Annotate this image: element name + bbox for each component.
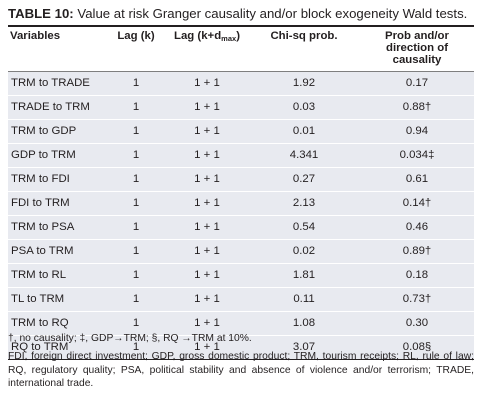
cell-lag: 1 (106, 167, 166, 192)
cell-prob: 0.94 (360, 119, 474, 144)
cell-variables: FDI to TRM (8, 191, 106, 216)
cell-lag: 1 (106, 311, 166, 336)
cell-variables: TRM to FDI (8, 167, 106, 192)
header-variables: Variables (8, 27, 106, 72)
header-chisq: Chi-sq prob. (248, 27, 360, 72)
cell-lag: 1 (106, 239, 166, 264)
table-row: TRM to RL 1 1 + 1 1.81 0.18 (8, 263, 474, 288)
cell-lag-dmax: 1 + 1 (166, 311, 248, 336)
table-row: TL to TRM 1 1 + 1 0.11 0.73† (8, 287, 474, 312)
cell-variables: TRM to RL (8, 263, 106, 288)
cell-chisq: 1.81 (248, 263, 360, 288)
cell-chisq: 0.01 (248, 119, 360, 144)
cell-chisq: 0.02 (248, 239, 360, 264)
table-row: TRM to GDP 1 1 + 1 0.01 0.94 (8, 119, 474, 144)
table-row: TRM to FDI 1 1 + 1 0.27 0.61 (8, 167, 474, 192)
caption-label: TABLE 10: (8, 6, 74, 21)
cell-lag: 1 (106, 119, 166, 144)
cell-prob: 0.14† (360, 191, 474, 216)
cell-variables: PSA to TRM (8, 239, 106, 264)
top-rule (8, 25, 474, 27)
footnote-symbols: †, no causality; ‡, GDP→TRM; §, RQ →TRM … (8, 333, 252, 344)
cell-prob: 0.034‡ (360, 143, 474, 168)
cell-lag-dmax: 1 + 1 (166, 143, 248, 168)
cell-chisq: 1.08 (248, 311, 360, 336)
cell-lag: 1 (106, 263, 166, 288)
header-lag-dmax-prefix: Lag (k+d (174, 30, 222, 42)
header-lag-dmax: Lag (k+dmax) (166, 27, 248, 72)
table-row: TRADE to TRM 1 1 + 1 0.03 0.88† (8, 95, 474, 120)
cell-chisq: 4.341 (248, 143, 360, 168)
table-row: TRM to PSA 1 1 + 1 0.54 0.46 (8, 215, 474, 240)
cell-chisq: 0.27 (248, 167, 360, 192)
table-row: TRM to TRADE 1 1 + 1 1.92 0.17 (8, 71, 474, 96)
cell-prob: 0.88† (360, 95, 474, 120)
cell-variables: RQ to TRM (8, 335, 106, 360)
table-caption: TABLE 10: Value at risk Granger causalit… (8, 6, 467, 22)
table-row: RQ to TRM 1 1 + 1 3.07 0.08§ (8, 335, 474, 360)
table-footnotes: †, no causality; ‡, GDP→TRM; §, RQ →TRM … (8, 332, 474, 390)
table-body: TRM to TRADE 1 1 + 1 1.92 0.17 TRADE to TRM 1 1… (8, 71, 474, 360)
cell-lag-dmax: 1 + 1 (166, 167, 248, 192)
cell-chisq: 0.54 (248, 215, 360, 240)
header-lag-dmax-suffix: ) (236, 30, 240, 42)
cell-lag: 1 (106, 143, 166, 168)
cell-lag: 1 (106, 191, 166, 216)
caption-text: Value at risk Granger causality and/or b… (77, 6, 468, 21)
cell-lag-dmax: 1 + 1 (166, 191, 248, 216)
header-lag-dmax-sub: max (221, 34, 237, 43)
cell-prob: 0.17 (360, 71, 474, 96)
cell-variables: TL to TRM (8, 287, 106, 312)
cell-chisq: 0.03 (248, 95, 360, 120)
cell-lag-dmax: 1 + 1 (166, 71, 248, 96)
cell-prob: 0.30 (360, 311, 474, 336)
cell-variables: TRM to TRADE (8, 71, 106, 96)
cell-prob: 0.18 (360, 263, 474, 288)
cell-prob: 0.08§ (360, 335, 474, 360)
table-row: TRM to RQ 1 1 + 1 1.08 0.30 (8, 311, 474, 336)
cell-variables: TRM to GDP (8, 119, 106, 144)
cell-lag: 1 (106, 95, 166, 120)
cell-lag: 1 (106, 71, 166, 96)
cell-chisq: 1.92 (248, 71, 360, 96)
results-table: Variables Lag (k) Lag (k+dmax) Chi-sq pr… (8, 27, 474, 360)
cell-prob: 0.61 (360, 167, 474, 192)
header-prob: Prob and/or direction of causality (360, 27, 474, 72)
cell-variables: TRADE to TRM (8, 95, 106, 120)
cell-lag-dmax: 1 + 1 (166, 263, 248, 288)
footnote-abbreviations: FDI, foreign direct investment; GDP, gro… (8, 351, 474, 389)
cell-lag: 1 (106, 215, 166, 240)
cell-lag-dmax: 1 + 1 (166, 335, 248, 360)
cell-chisq: 0.11 (248, 287, 360, 312)
cell-lag-dmax: 1 + 1 (166, 95, 248, 120)
cell-chisq: 3.07 (248, 335, 360, 360)
table-row: FDI to TRM 1 1 + 1 2.13 0.14† (8, 191, 474, 216)
cell-lag: 1 (106, 287, 166, 312)
header-lag: Lag (k) (106, 27, 166, 72)
cell-lag-dmax: 1 + 1 (166, 239, 248, 264)
cell-prob: 0.89† (360, 239, 474, 264)
cell-variables: TRM to RQ (8, 311, 106, 336)
cell-prob: 0.46 (360, 215, 474, 240)
cell-lag: 1 (106, 335, 166, 360)
cell-variables: TRM to PSA (8, 215, 106, 240)
cell-lag-dmax: 1 + 1 (166, 215, 248, 240)
cell-chisq: 2.13 (248, 191, 360, 216)
cell-variables: GDP to TRM (8, 143, 106, 168)
cell-prob: 0.73† (360, 287, 474, 312)
cell-lag-dmax: 1 + 1 (166, 287, 248, 312)
table-row: GDP to TRM 1 1 + 1 4.341 0.034‡ (8, 143, 474, 168)
cell-lag-dmax: 1 + 1 (166, 119, 248, 144)
table-row: PSA to TRM 1 1 + 1 0.02 0.89† (8, 239, 474, 264)
header-row: Variables Lag (k) Lag (k+dmax) Chi-sq pr… (8, 27, 474, 72)
